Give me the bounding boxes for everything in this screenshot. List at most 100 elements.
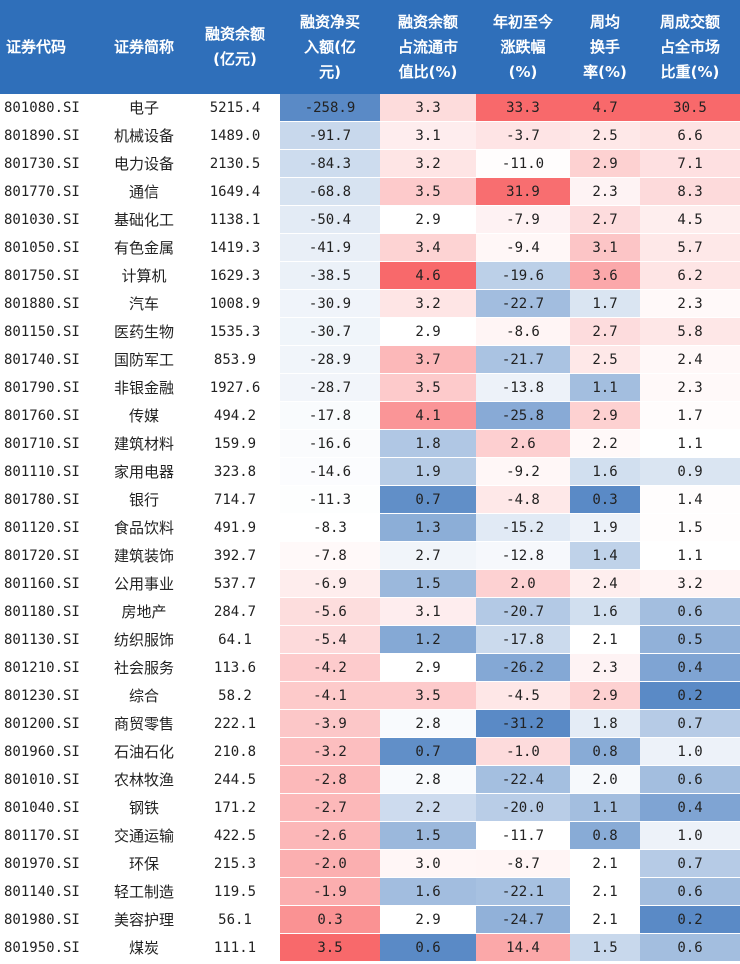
cell-name: 传媒 xyxy=(98,401,190,430)
table-row: 801150.SI 医药生物 1535.3 -30.7 2.9 -8.6 2.7 5.8 xyxy=(0,317,740,346)
cell-net-buy: -50.4 xyxy=(280,205,380,234)
cell-name: 食品饮料 xyxy=(98,513,190,542)
cell-balance-ratio: 1.6 xyxy=(380,877,476,906)
cell-code: 801230.SI xyxy=(0,681,98,710)
header-balance-ratio: 融资余额 占流通市 值比(%) xyxy=(380,0,476,94)
cell-net-buy: -28.7 xyxy=(280,373,380,402)
cell-net-buy: -2.7 xyxy=(280,793,380,822)
cell-name: 非银金融 xyxy=(98,373,190,402)
cell-ytd-change: 33.3 xyxy=(476,94,570,122)
table-row: 801740.SI 国防军工 853.9 -28.9 3.7 -21.7 2.5 2.4 xyxy=(0,345,740,374)
header-volume-share: 周成交额 占全市场 比重(%) xyxy=(640,0,740,94)
cell-net-buy: -30.9 xyxy=(280,289,380,318)
cell-code: 801780.SI xyxy=(0,485,98,514)
cell-balance: 222.1 xyxy=(190,709,280,738)
cell-net-buy: -2.8 xyxy=(280,765,380,794)
cell-name: 有色金属 xyxy=(98,233,190,262)
cell-balance-ratio: 2.7 xyxy=(380,541,476,570)
table-row: 801710.SI 建筑材料 159.9 -16.6 1.8 2.6 2.2 1.1 xyxy=(0,429,740,458)
cell-balance: 714.7 xyxy=(190,485,280,514)
cell-turnover: 2.1 xyxy=(570,877,640,906)
cell-volume-share: 1.7 xyxy=(640,401,740,430)
cell-turnover: 2.2 xyxy=(570,429,640,458)
header-row: 证券代码 证券简称 融资余额 (亿元) 融资净买 入额(亿 元) 融资余额 占流通市 值比… xyxy=(0,0,740,94)
cell-code: 801760.SI xyxy=(0,401,98,430)
cell-net-buy: -8.3 xyxy=(280,513,380,542)
cell-volume-share: 1.5 xyxy=(640,513,740,542)
cell-balance: 323.8 xyxy=(190,457,280,486)
cell-balance: 64.1 xyxy=(190,625,280,654)
cell-volume-share: 7.1 xyxy=(640,149,740,178)
cell-name: 钢铁 xyxy=(98,793,190,822)
cell-turnover: 3.1 xyxy=(570,233,640,262)
cell-code: 801960.SI xyxy=(0,737,98,766)
cell-ytd-change: -22.7 xyxy=(476,289,570,318)
cell-balance: 159.9 xyxy=(190,429,280,458)
table-row: 801180.SI 房地产 284.7 -5.6 3.1 -20.7 1.6 0.6 xyxy=(0,597,740,626)
cell-ytd-change: -26.2 xyxy=(476,653,570,682)
cell-turnover: 0.8 xyxy=(570,737,640,766)
cell-volume-share: 0.2 xyxy=(640,681,740,710)
cell-balance: 494.2 xyxy=(190,401,280,430)
cell-ytd-change: -20.7 xyxy=(476,597,570,626)
cell-name: 通信 xyxy=(98,177,190,206)
cell-ytd-change: 2.6 xyxy=(476,429,570,458)
cell-name: 美容护理 xyxy=(98,905,190,934)
cell-ytd-change: -8.6 xyxy=(476,317,570,346)
cell-turnover: 1.1 xyxy=(570,793,640,822)
cell-net-buy: -41.9 xyxy=(280,233,380,262)
cell-volume-share: 5.8 xyxy=(640,317,740,346)
header-ytd-change: 年初至今 涨跌幅 (%) xyxy=(476,0,570,94)
cell-volume-share: 5.7 xyxy=(640,233,740,262)
table-row: 801950.SI 煤炭 111.1 3.5 0.6 14.4 1.5 0.6 xyxy=(0,933,740,962)
cell-ytd-change: -13.8 xyxy=(476,373,570,402)
cell-balance: 1649.4 xyxy=(190,177,280,206)
cell-balance-ratio: 4.6 xyxy=(380,261,476,290)
cell-balance: 119.5 xyxy=(190,877,280,906)
table-row: 801720.SI 建筑装饰 392.7 -7.8 2.7 -12.8 1.4 1.1 xyxy=(0,541,740,570)
header-net-buy: 融资净买 入额(亿 元) xyxy=(280,0,380,94)
cell-turnover: 2.9 xyxy=(570,401,640,430)
table-row: 801050.SI 有色金属 1419.3 -41.9 3.4 -9.4 3.1 5.7 xyxy=(0,233,740,262)
cell-balance-ratio: 3.5 xyxy=(380,373,476,402)
cell-turnover: 2.0 xyxy=(570,765,640,794)
cell-turnover: 2.9 xyxy=(570,149,640,178)
cell-code: 801110.SI xyxy=(0,457,98,486)
table-row: 801200.SI 商贸零售 222.1 -3.9 2.8 -31.2 1.8 0.7 xyxy=(0,709,740,738)
cell-ytd-change: -12.8 xyxy=(476,541,570,570)
cell-balance-ratio: 0.7 xyxy=(380,737,476,766)
cell-code: 801080.SI xyxy=(0,94,98,122)
cell-volume-share: 1.0 xyxy=(640,737,740,766)
cell-balance-ratio: 1.5 xyxy=(380,821,476,850)
cell-turnover: 1.6 xyxy=(570,597,640,626)
cell-code: 801770.SI xyxy=(0,177,98,206)
table-row: 801970.SI 环保 215.3 -2.0 3.0 -8.7 2.1 0.7 xyxy=(0,849,740,878)
cell-balance-ratio: 0.6 xyxy=(380,933,476,962)
cell-turnover: 2.5 xyxy=(570,345,640,374)
cell-balance: 1138.1 xyxy=(190,205,280,234)
cell-net-buy: -7.8 xyxy=(280,541,380,570)
cell-volume-share: 6.6 xyxy=(640,121,740,150)
cell-net-buy: -3.9 xyxy=(280,709,380,738)
cell-ytd-change: -20.0 xyxy=(476,793,570,822)
cell-ytd-change: -25.8 xyxy=(476,401,570,430)
cell-balance-ratio: 2.2 xyxy=(380,793,476,822)
cell-code: 801950.SI xyxy=(0,933,98,962)
cell-name: 电子 xyxy=(98,94,190,122)
cell-turnover: 2.5 xyxy=(570,121,640,150)
cell-ytd-change: 31.9 xyxy=(476,177,570,206)
cell-balance-ratio: 3.4 xyxy=(380,233,476,262)
cell-name: 计算机 xyxy=(98,261,190,290)
cell-name: 国防军工 xyxy=(98,345,190,374)
cell-volume-share: 1.4 xyxy=(640,485,740,514)
cell-code: 801130.SI xyxy=(0,625,98,654)
cell-turnover: 1.9 xyxy=(570,513,640,542)
cell-code: 801210.SI xyxy=(0,653,98,682)
cell-name: 建筑材料 xyxy=(98,429,190,458)
cell-ytd-change: -3.7 xyxy=(476,121,570,150)
cell-name: 纺织服饰 xyxy=(98,625,190,654)
table-row: 801880.SI 汽车 1008.9 -30.9 3.2 -22.7 1.7 2.3 xyxy=(0,289,740,318)
cell-ytd-change: -31.2 xyxy=(476,709,570,738)
cell-code: 801740.SI xyxy=(0,345,98,374)
cell-balance-ratio: 1.8 xyxy=(380,429,476,458)
